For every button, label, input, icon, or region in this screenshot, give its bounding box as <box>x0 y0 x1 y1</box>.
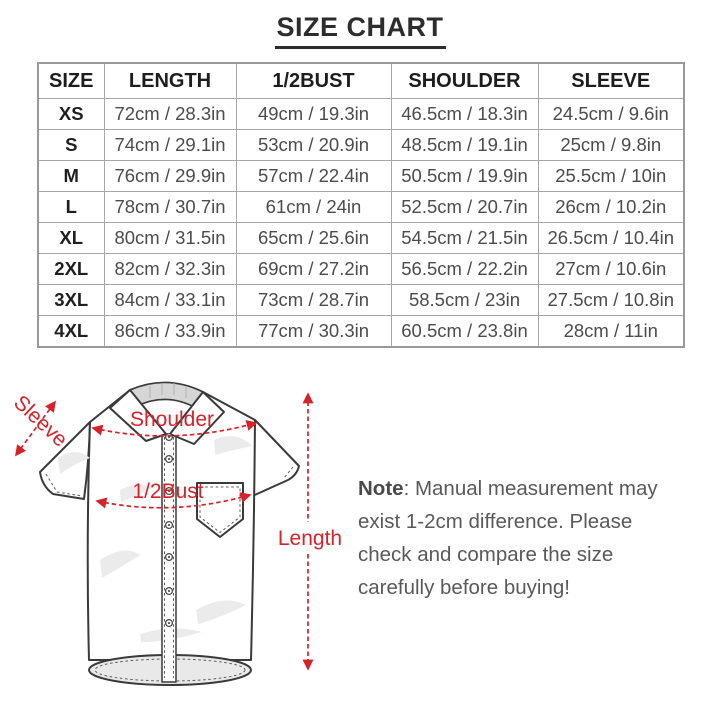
shoulder-cell: 50.5cm / 19.9in <box>390 160 539 192</box>
size-cell: S <box>37 129 105 161</box>
sleeve-cell: 27.5cm / 10.8in <box>537 284 685 316</box>
shoulder-cell: 54.5cm / 21.5in <box>390 222 539 254</box>
half-bust-cell: 65cm / 25.6in <box>235 222 392 254</box>
col-header-sleeve: SLEEVE <box>537 62 685 99</box>
col-header-size: SIZE <box>37 62 105 99</box>
col-header-half-bust: 1/2BUST <box>235 62 392 99</box>
half-bust-arrow <box>95 492 252 509</box>
sleeve-cell: 25.5cm / 10in <box>537 160 685 192</box>
size-cell: XL <box>37 222 105 254</box>
length-cell: 80cm / 31.5in <box>103 222 237 254</box>
sleeve-arrow <box>15 400 56 457</box>
note-line1-rest: : Manual measurement may <box>403 477 658 500</box>
sleeve-cell: 28cm / 11in <box>537 315 685 348</box>
half-bust-cell: 73cm / 28.7in <box>235 284 392 316</box>
col-header-shoulder: SHOULDER <box>390 62 539 99</box>
table-row: M 76cm / 29.9in 57cm / 22.4in 50.5cm / 1… <box>37 160 685 192</box>
shirt-collar <box>109 381 225 445</box>
table-row: L 78cm / 30.7in 61cm / 24in 52.5cm / 20.… <box>37 191 685 223</box>
length-cell: 82cm / 32.3in <box>103 253 237 285</box>
note-label: Note <box>358 477 404 500</box>
table-row: 4XL 86cm / 33.9in 77cm / 30.3in 60.5cm /… <box>37 315 685 348</box>
title-wrap: SIZE CHART <box>0 12 720 49</box>
col-header-length: LENGTH <box>103 62 237 99</box>
half-bust-cell: 77cm / 30.3in <box>235 315 392 348</box>
half-bust-cell: 53cm / 20.9in <box>235 129 392 161</box>
size-cell: L <box>37 191 105 223</box>
sleeve-cell: 25cm / 9.8in <box>537 129 685 161</box>
length-label: Length <box>278 527 342 550</box>
length-cell: 72cm / 28.3in <box>103 98 237 130</box>
shoulder-label: Shoulder <box>130 408 214 431</box>
size-cell: 3XL <box>37 284 105 316</box>
sleeve-label: Sleeve <box>9 391 72 452</box>
length-cell: 78cm / 30.7in <box>103 191 237 223</box>
note-line: Note: Manual measurement may <box>358 472 688 505</box>
shoulder-cell: 58.5cm / 23in <box>390 284 539 316</box>
note-text: Note: Manual measurement may exist 1-2cm… <box>358 472 688 604</box>
half-bust-cell: 69cm / 27.2in <box>235 253 392 285</box>
shoulder-cell: 46.5cm / 18.3in <box>390 98 539 130</box>
shoulder-arrow <box>91 420 258 437</box>
shoulder-cell: 48.5cm / 19.1in <box>390 129 539 161</box>
table-header-row: SIZE LENGTH 1/2BUST SHOULDER SLEEVE <box>37 62 685 99</box>
size-cell: 2XL <box>37 253 105 285</box>
half-bust-cell: 61cm / 24in <box>235 191 392 223</box>
shirt-diagram: Sleeve Shoulder 1/2Bust Length <box>9 381 342 686</box>
table-row: XS 72cm / 28.3in 49cm / 19.3in 46.5cm / … <box>37 98 685 130</box>
shoulder-cell: 60.5cm / 23.8in <box>390 315 539 348</box>
size-cell: 4XL <box>37 315 105 348</box>
size-cell: M <box>37 160 105 192</box>
length-cell: 74cm / 29.1in <box>103 129 237 161</box>
table-row: S 74cm / 29.1in 53cm / 20.9in 48.5cm / 1… <box>37 129 685 161</box>
sleeve-cell: 26cm / 10.2in <box>537 191 685 223</box>
half-bust-cell: 57cm / 22.4in <box>235 160 392 192</box>
page-title: SIZE CHART <box>274 12 446 49</box>
sleeve-cell: 24.5cm / 9.6in <box>537 98 685 130</box>
note-line: exist 1-2cm difference. Please <box>358 510 633 533</box>
note-line: carefully before buying! <box>358 576 570 599</box>
half-bust-label: 1/2Bust <box>132 480 203 503</box>
shoulder-cell: 56.5cm / 22.2in <box>390 253 539 285</box>
table-row: XL 80cm / 31.5in 65cm / 25.6in 54.5cm / … <box>37 222 685 254</box>
sleeve-cell: 27cm / 10.6in <box>537 253 685 285</box>
length-cell: 86cm / 33.9in <box>103 315 237 348</box>
shoulder-cell: 52.5cm / 20.7in <box>390 191 539 223</box>
length-cell: 84cm / 33.1in <box>103 284 237 316</box>
sleeve-cell: 26.5cm / 10.4in <box>537 222 685 254</box>
size-table: SIZE LENGTH 1/2BUST SHOULDER SLEEVE XS 7… <box>37 62 685 348</box>
table-row: 3XL 84cm / 33.1in 73cm / 28.7in 58.5cm /… <box>37 284 685 316</box>
table-row: 2XL 82cm / 32.3in 69cm / 27.2in 56.5cm /… <box>37 253 685 285</box>
length-cell: 76cm / 29.9in <box>103 160 237 192</box>
size-cell: XS <box>37 98 105 130</box>
shirt-illustration <box>39 381 300 686</box>
half-bust-cell: 49cm / 19.3in <box>235 98 392 130</box>
note-line: check and compare the size <box>358 543 614 566</box>
